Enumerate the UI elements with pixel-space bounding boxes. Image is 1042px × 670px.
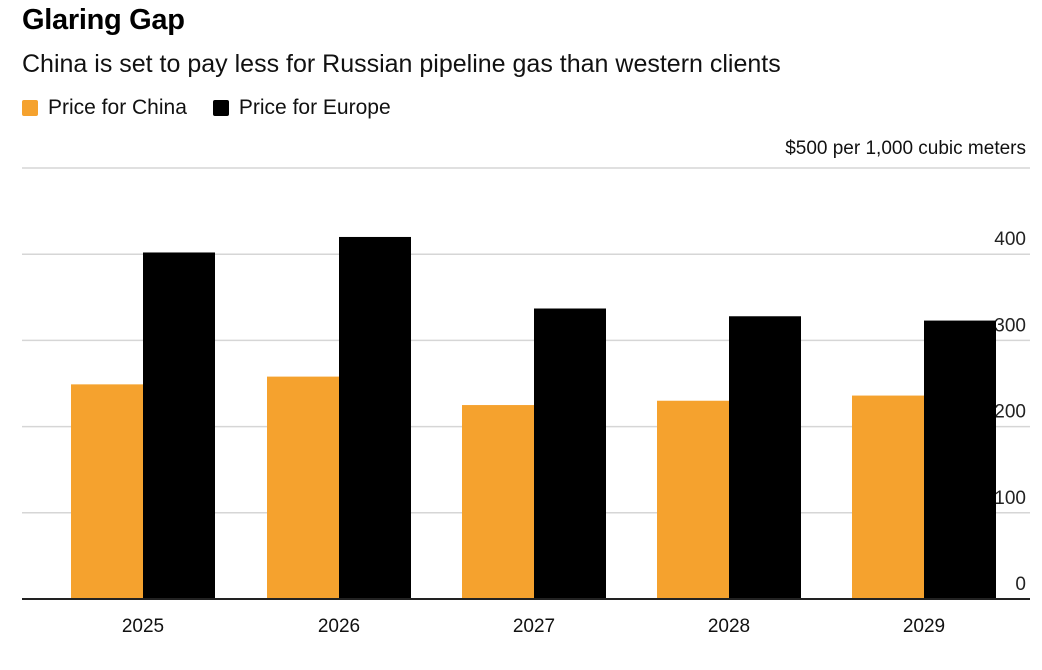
chart-title: Glaring Gap — [22, 4, 185, 36]
y-tick-label: 200 — [994, 402, 1026, 423]
x-tick-label: 2027 — [513, 616, 555, 637]
x-tick-label: 2028 — [708, 616, 750, 637]
bar-china — [657, 400, 729, 599]
bar-europe — [729, 316, 801, 599]
y-tick-label: 400 — [994, 229, 1026, 250]
legend-item-europe: Price for Europe — [212, 96, 391, 120]
bar-europe — [143, 252, 215, 599]
bar-china — [852, 395, 924, 599]
legend-swatch-europe — [212, 100, 229, 116]
bar-europe — [534, 308, 606, 599]
bar-china — [71, 384, 143, 599]
x-tick-label: 2025 — [122, 616, 164, 637]
y-tick-label: 300 — [994, 315, 1026, 336]
bar-europe — [924, 320, 996, 599]
unit-note: $500 per 1,000 cubic meters — [785, 138, 1026, 159]
legend-label-europe: Price for Europe — [238, 96, 391, 119]
chart-subtitle: China is set to pay less for Russian pip… — [22, 50, 781, 78]
bar-china — [462, 405, 534, 599]
legend-swatch-china — [22, 100, 38, 116]
y-tick-label: 100 — [994, 488, 1026, 509]
y-tick-label: 0 — [1015, 574, 1026, 595]
legend-label-china: Price for China — [48, 96, 187, 119]
x-tick-label: 2026 — [318, 616, 360, 637]
legend: Price for China Price for Europe — [22, 96, 417, 120]
bar-europe — [339, 236, 411, 599]
x-tick-label: 2029 — [903, 616, 945, 637]
bar-china — [267, 376, 339, 599]
legend-item-china: Price for China — [22, 96, 187, 120]
